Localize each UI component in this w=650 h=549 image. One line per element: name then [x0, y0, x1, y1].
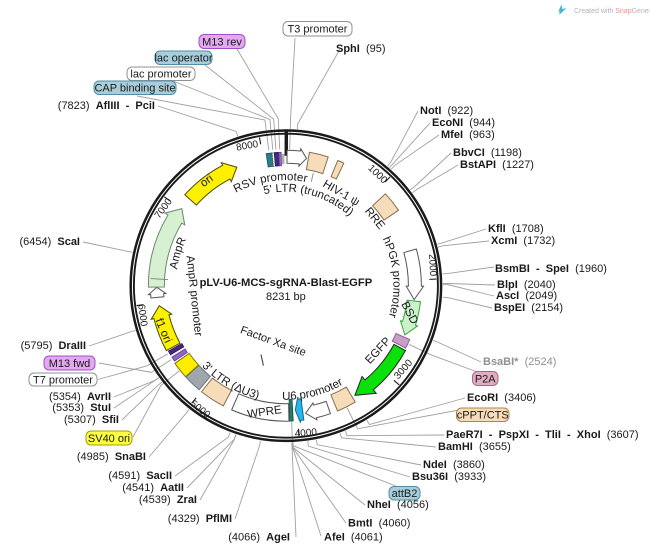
svg-text:8231 bp: 8231 bp	[266, 291, 306, 303]
svg-text:Bsu36I (3933): Bsu36I (3933)	[412, 471, 486, 483]
svg-text:BstAPI (1227): BstAPI (1227)	[460, 159, 534, 171]
svg-text:6000: 6000	[135, 304, 149, 328]
svg-text:(5353) StuI: (5353) StuI	[52, 402, 111, 414]
svg-text:NdeI (3860): NdeI (3860)	[423, 459, 485, 471]
svg-text:M13 fwd: M13 fwd	[49, 358, 91, 370]
svg-text:lac promoter: lac promoter	[130, 69, 191, 81]
svg-text:KflI (1708): KflI (1708)	[488, 223, 544, 235]
svg-text:EcoRI (3406): EcoRI (3406)	[467, 392, 536, 404]
svg-text:(5354) AvrII: (5354) AvrII	[49, 391, 111, 403]
svg-text:(4066) AgeI: (4066) AgeI	[228, 532, 290, 544]
svg-text:XcmI (1732): XcmI (1732)	[491, 235, 555, 247]
svg-text:CAP binding site: CAP binding site	[94, 83, 175, 95]
svg-text:NotI (922): NotI (922)	[420, 105, 473, 117]
svg-text:BmtI (4060): BmtI (4060)	[348, 518, 410, 530]
svg-text:WPRE: WPRE	[247, 404, 283, 421]
svg-text:(4539) ZraI: (4539) ZraI	[139, 494, 197, 506]
svg-text:(4985) SnaBI: (4985) SnaBI	[77, 451, 146, 463]
svg-text:P2A: P2A	[475, 373, 496, 385]
svg-text:SV40 ori: SV40 ori	[88, 433, 130, 445]
svg-text:PaeR7I - PspXI - TliI -: PaeR7I - PspXI - TliI - XhoI (3607)	[446, 429, 639, 441]
svg-text:(4591) SacII: (4591) SacII	[108, 470, 172, 482]
svg-text:Created with SnapGene®: Created with SnapGene®	[574, 8, 650, 15]
svg-text:4000: 4000	[294, 427, 318, 440]
svg-text:lac operator: lac operator	[154, 53, 212, 65]
svg-text:pLV-U6-MCS-sgRNA-Blast-EGFP: pLV-U6-MCS-sgRNA-Blast-EGFP	[200, 277, 373, 289]
svg-text:BsaBI* (2524): BsaBI* (2524)	[483, 356, 556, 368]
svg-text:T7 promoter: T7 promoter	[33, 374, 93, 386]
svg-text:(5307) SfiI: (5307) SfiI	[64, 414, 119, 426]
svg-text:AscI (2049): AscI (2049)	[496, 290, 557, 302]
svg-text:(5795) DraIII: (5795) DraIII	[21, 340, 86, 352]
svg-text:(6454) ScaI: (6454) ScaI	[19, 236, 80, 248]
svg-text:T3 promoter: T3 promoter	[288, 24, 348, 36]
svg-text:attB2: attB2	[392, 488, 418, 500]
svg-text:BspEI (2154): BspEI (2154)	[494, 302, 563, 314]
svg-text:BamHI (3655): BamHI (3655)	[438, 441, 511, 453]
svg-text:8000: 8000	[235, 139, 259, 154]
svg-text:MfeI (963): MfeI (963)	[441, 129, 495, 141]
svg-text:BbvCI (1198): BbvCI (1198)	[453, 147, 522, 159]
svg-text:(4541) AatII: (4541) AatII	[122, 482, 184, 494]
svg-text:EcoNI (944): EcoNI (944)	[432, 117, 495, 129]
svg-text:AfeI (4061): AfeI (4061)	[324, 532, 383, 544]
svg-text:BsmBI - SpeI (1960): BsmBI - SpeI (1960)	[495, 263, 607, 275]
svg-text:M13 rev: M13 rev	[202, 36, 242, 48]
svg-text:BlpI (2040): BlpI (2040)	[497, 279, 556, 291]
svg-text:SphI (95): SphI (95)	[336, 43, 386, 55]
svg-text:(7823) AflIII - PciI: (7823) AflIII - PciI	[58, 100, 155, 112]
svg-text:NheI (4056): NheI (4056)	[367, 499, 429, 511]
svg-text:2000: 2000	[426, 254, 438, 277]
svg-text:cPPT/CTS: cPPT/CTS	[457, 410, 509, 422]
svg-text:(4329) PflMI: (4329) PflMI	[168, 513, 232, 525]
